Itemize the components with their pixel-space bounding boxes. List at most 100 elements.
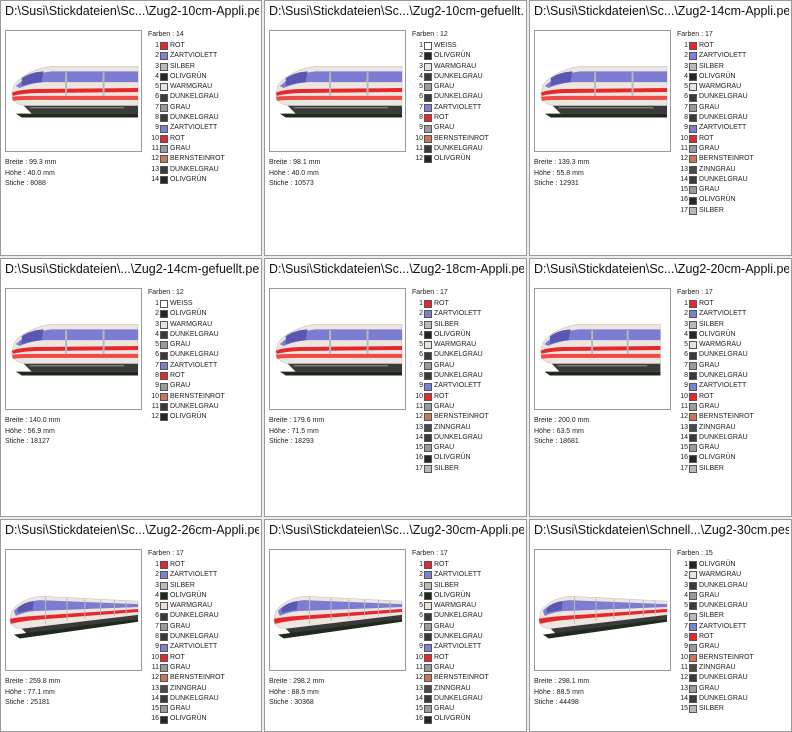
design-preview[interactable]: [269, 288, 406, 410]
color-swatch: [424, 372, 432, 381]
thread-color-index: 11: [680, 402, 688, 410]
thread-color-row: 12 OLIVGRÜN: [148, 412, 261, 422]
embroidery-file-card[interactable]: D:\Susi\Stickdateien\Sc...\Zug2-20cm-App…: [529, 258, 792, 517]
color-swatch: [160, 715, 168, 724]
file-path-title: D:\Susi\Stickdateien\Sc...\Zug2-26cm-App…: [5, 523, 259, 537]
thread-color-index: 4: [684, 330, 688, 338]
design-preview[interactable]: [269, 30, 406, 152]
thread-color-index: 3: [419, 581, 423, 589]
thread-color-name: WARMGRAU: [434, 602, 477, 610]
thread-color-name: SILBER: [699, 705, 724, 713]
thread-color-name: DUNKELGRAU: [434, 433, 483, 441]
color-swatch: [424, 73, 432, 82]
thread-color-name: DUNKELGRAU: [699, 114, 748, 122]
color-swatch: [424, 715, 432, 724]
embroidery-file-card[interactable]: D:\Susi\Stickdateien\Sc...\Zug2-26cm-App…: [0, 519, 262, 732]
color-swatch: [424, 684, 432, 693]
design-preview[interactable]: [5, 549, 142, 671]
thread-color-name: OLIVGRÜN: [699, 454, 736, 462]
thread-color-row: 13 ZINNGRAU: [677, 423, 791, 433]
thread-color-name: OLIVGRÜN: [434, 52, 471, 60]
thread-color-index: 9: [155, 382, 159, 390]
thread-color-row: 5 WARMGRAU: [412, 340, 526, 350]
color-swatch: [424, 93, 432, 102]
train-illustration: [273, 595, 403, 639]
embroidery-file-card[interactable]: D:\Susi\Stickdateien\Sc...\Zug2-30cm-App…: [264, 519, 527, 732]
color-swatch: [689, 695, 697, 703]
thread-color-name: ROT: [170, 653, 185, 661]
color-swatch: [689, 571, 697, 580]
design-preview[interactable]: [5, 288, 142, 410]
thread-color-name: ZARTVIOLETT: [434, 643, 482, 651]
design-preview[interactable]: [534, 549, 671, 671]
color-swatch: [689, 561, 697, 570]
thread-color-index: 13: [680, 684, 688, 692]
design-preview[interactable]: [269, 549, 406, 671]
thread-color-index: 8: [155, 114, 159, 122]
thread-color-index: 14: [151, 694, 159, 702]
thread-color-name: ZARTVIOLETT: [170, 52, 218, 60]
design-stats: Breite : 98.1 mm Höhe : 40.0 mm Stiche :…: [269, 158, 320, 190]
thread-color-name: DUNKELGRAU: [434, 633, 483, 641]
color-swatch: [160, 695, 168, 703]
thread-color-name: ZARTVIOLETT: [434, 103, 482, 111]
thread-color-index: 7: [684, 361, 688, 369]
design-preview[interactable]: [534, 30, 671, 152]
thread-color-row: 2 ZARTVIOLETT: [677, 51, 791, 61]
thread-color-list: Farben : 17 1 ROT 2 ZARTVIOLETT 3 SILBER…: [677, 30, 791, 216]
embroidery-file-card[interactable]: D:\Susi\Stickdateien\Schnell...\Zug2-30c…: [529, 519, 792, 732]
thread-color-row: 14 DUNKELGRAU: [677, 433, 791, 443]
embroidery-file-card[interactable]: D:\Susi\Stickdateien\...\Zug2-14cm-gefue…: [0, 258, 262, 517]
thread-color-row: 12 BERNSTEINROT: [148, 673, 261, 683]
thread-color-index: 3: [684, 62, 688, 70]
color-swatch: [424, 310, 432, 319]
thread-color-name: ROT: [699, 633, 714, 641]
file-path-title: D:\Susi\Stickdateien\Sc...\Zug2-18cm-App…: [269, 262, 524, 276]
thread-color-name: GRAU: [170, 144, 191, 152]
color-swatch: [160, 155, 168, 164]
design-stats: Breite : 298.2 mm Höhe : 88.5 mm Stiche …: [269, 677, 324, 709]
thread-color-index: 6: [684, 93, 688, 101]
color-swatch: [424, 341, 432, 350]
thread-color-name: DUNKELGRAU: [699, 175, 748, 183]
embroidery-file-card[interactable]: D:\Susi\Stickdateien\Sc...\Zug2-14cm-App…: [529, 0, 792, 256]
thread-color-row: 6 DUNKELGRAU: [148, 92, 261, 102]
thread-color-name: ZARTVIOLETT: [170, 571, 218, 579]
stitch-count: Stiche : 30368: [269, 699, 314, 706]
design-preview[interactable]: [5, 30, 142, 152]
embroidery-file-card[interactable]: D:\Susi\Stickdateien\Sc...\Zug2-10cm-gef…: [264, 0, 527, 256]
thread-color-index: 2: [155, 571, 159, 579]
stitch-count: Stiche : 18127: [5, 438, 50, 445]
height-value: Höhe : 71.5 mm: [269, 427, 319, 435]
thread-color-row: 10 BERNSTEINROT: [148, 392, 261, 402]
thread-color-name: GRAU: [434, 361, 455, 369]
embroidery-file-card[interactable]: D:\Susi\Stickdateien\Sc...\Zug2-18cm-App…: [264, 258, 527, 517]
thread-color-row: 5 DUNKELGRAU: [677, 601, 791, 611]
design-preview[interactable]: [534, 288, 671, 410]
thread-color-row: 10 ROT: [148, 653, 261, 663]
file-path-title: D:\Susi\Stickdateien\Schnell...\Zug2-30c…: [534, 523, 789, 537]
thread-color-row: 16 OLIVGRÜN: [412, 714, 526, 724]
color-swatch: [424, 602, 432, 611]
thread-color-index: 5: [419, 83, 423, 91]
thread-color-name: GRAU: [434, 83, 455, 91]
thread-color-index: 4: [419, 591, 423, 599]
embroidery-file-card[interactable]: D:\Susi\Stickdateien\Sc...\Zug2-10cm-App…: [0, 0, 262, 256]
color-swatch: [689, 196, 697, 205]
thread-color-index: 11: [151, 144, 159, 152]
thread-color-index: 14: [415, 433, 423, 441]
thread-color-row: 6 DUNKELGRAU: [148, 611, 261, 621]
thread-color-name: GRAU: [170, 382, 191, 390]
color-swatch: [160, 361, 168, 370]
color-swatch: [424, 403, 432, 412]
thread-color-index: 17: [680, 464, 688, 472]
thread-color-index: 1: [419, 300, 423, 307]
color-swatch: [160, 351, 168, 360]
color-swatch: [424, 592, 432, 601]
color-swatch: [424, 114, 432, 123]
thread-color-row: 9 ZARTVIOLETT: [412, 642, 526, 652]
thread-color-index: 14: [680, 175, 688, 183]
height-value: Höhe : 88.5 mm: [534, 688, 584, 696]
thread-color-row: 14 DUNKELGRAU: [148, 694, 261, 704]
